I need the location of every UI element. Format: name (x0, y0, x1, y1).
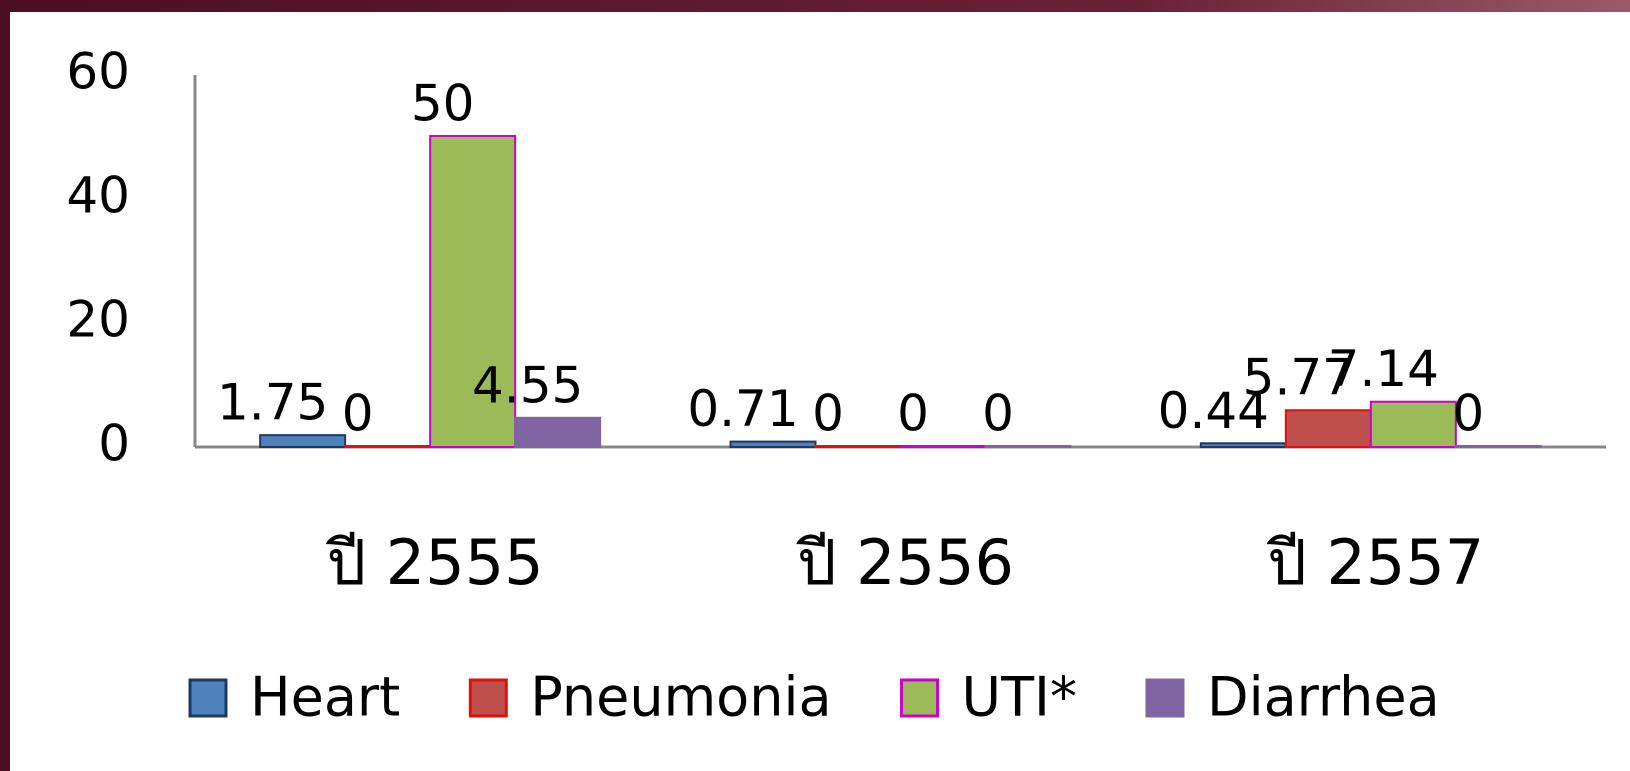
bar (1199, 442, 1287, 449)
value-label: 0 (897, 385, 929, 443)
x-tick-label: ปี 2556 (795, 526, 1014, 599)
legend-swatch (468, 678, 508, 718)
legend-swatch (900, 678, 940, 718)
value-label: 0.44 (1158, 382, 1269, 440)
value-label: 7.14 (1328, 340, 1439, 398)
legend-label: UTI* (962, 666, 1077, 729)
bar (729, 440, 817, 448)
y-tick-label: 20 (66, 291, 130, 349)
value-label: 0.71 (687, 380, 798, 438)
value-label: 1.75 (217, 374, 328, 432)
bar (429, 135, 517, 448)
panel (10, 12, 1630, 771)
legend-label: Heart (250, 666, 400, 729)
value-label: 4.55 (472, 356, 583, 414)
bar (899, 445, 987, 448)
value-label: 0 (342, 385, 374, 443)
legend-label: Pneumonia (530, 666, 831, 729)
bar (259, 434, 347, 448)
y-tick-label: 0 (98, 415, 130, 473)
bar (1284, 409, 1372, 449)
bar (814, 445, 902, 448)
legend-label: Diarrhea (1207, 666, 1440, 729)
legend-swatch (1145, 678, 1185, 718)
bar (344, 445, 432, 448)
bar (1369, 400, 1457, 448)
bar (1454, 445, 1542, 448)
value-label: 0 (1452, 385, 1484, 443)
value-label: 0 (812, 385, 844, 443)
y-tick-label: 60 (66, 43, 130, 101)
value-label: 50 (411, 75, 475, 133)
bar (514, 416, 602, 449)
legend-swatch (188, 678, 228, 718)
value-label: 0 (982, 385, 1014, 443)
y-tick-label: 40 (66, 167, 130, 225)
bar (984, 445, 1072, 448)
x-tick-label: ปี 2555 (325, 526, 544, 599)
value-label: 5.77 (1243, 349, 1354, 407)
x-tick-label: ปี 2557 (1266, 526, 1485, 599)
